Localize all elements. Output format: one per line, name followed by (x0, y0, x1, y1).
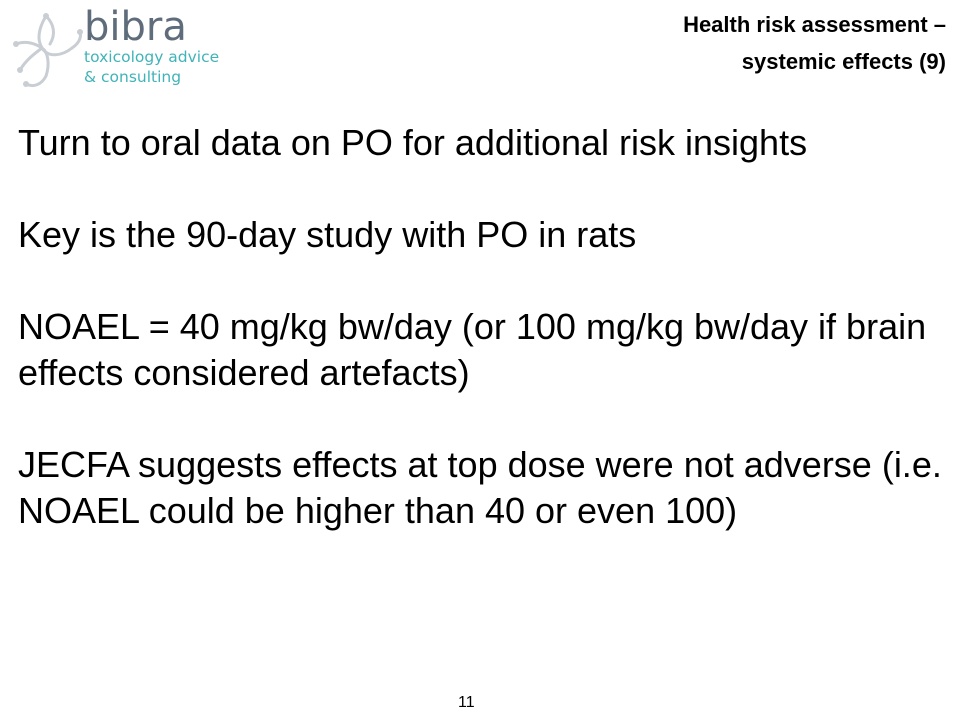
logo-tagline-line2: & consulting (84, 68, 182, 86)
slide-title-line2: systemic effects (9) (741, 49, 946, 74)
body-paragraph: JECFA suggests effects at top dose were … (18, 444, 942, 531)
slide-title: Health risk assessment – systemic effect… (526, 6, 946, 80)
body-paragraph: NOAEL = 40 mg/kg bw/day (or 100 mg/kg bw… (18, 306, 927, 393)
slide-title-line1: Health risk assessment – (683, 12, 946, 37)
body-paragraph: Key is the 90-day study with PO in rats (18, 214, 637, 255)
bibra-logo-mark-icon (13, 13, 83, 88)
logo-tagline-line1: toxicology advice (84, 48, 220, 66)
bibra-logo-text: bibra toxicology advice & consulting (84, 4, 274, 94)
bibra-logo: bibra toxicology advice & consulting (6, 4, 266, 94)
slide-body: Turn to oral data on PO for additional r… (18, 120, 948, 534)
body-paragraph: Turn to oral data on PO for additional r… (18, 122, 808, 163)
logo-name: bibra (84, 4, 187, 50)
page-number: 11 (458, 694, 475, 711)
